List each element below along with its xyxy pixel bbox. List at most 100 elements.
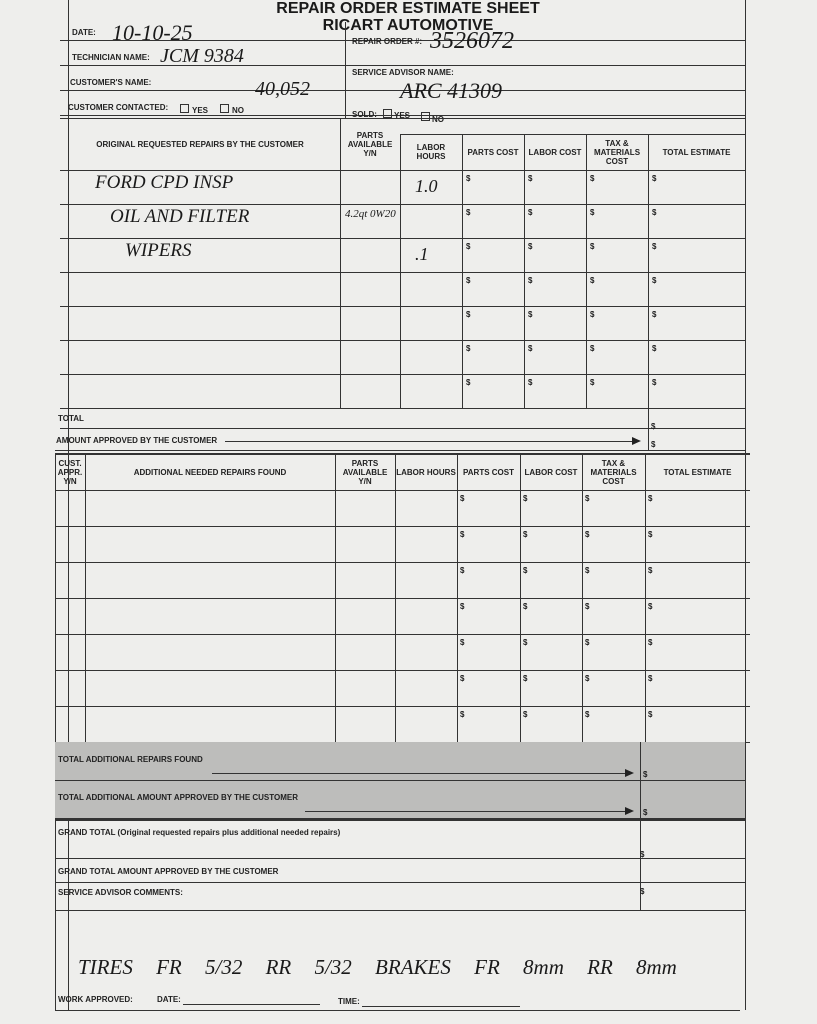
arrow-head bbox=[625, 769, 634, 777]
labor-hours: 1.0 bbox=[415, 176, 438, 196]
currency: $ bbox=[523, 710, 528, 719]
summary-label: TOTAL ADDITIONAL AMOUNT APPROVED BY THE … bbox=[58, 793, 299, 802]
form-title: REPAIR ORDER ESTIMATE SHEET bbox=[276, 0, 540, 17]
rule bbox=[183, 1004, 320, 1005]
no: NO bbox=[432, 115, 444, 124]
rule bbox=[400, 134, 401, 408]
rule bbox=[60, 272, 745, 273]
currency: $ bbox=[528, 208, 533, 217]
column-header: PARTS AVAILABLE Y/N bbox=[342, 458, 388, 486]
currency: $ bbox=[590, 310, 595, 319]
currency: $ bbox=[460, 530, 465, 539]
dollar: $ bbox=[640, 887, 645, 896]
summary-label: TOTAL ADDITIONAL REPAIRS FOUND bbox=[58, 755, 203, 764]
total-label: TOTAL bbox=[58, 414, 84, 423]
currency: $ bbox=[528, 310, 533, 319]
rule bbox=[60, 374, 745, 375]
column-header: ADDITIONAL NEEDED REPAIRS FOUND bbox=[133, 467, 287, 477]
currency: $ bbox=[590, 174, 595, 183]
rule bbox=[55, 598, 750, 599]
rule bbox=[60, 204, 745, 205]
currency: $ bbox=[523, 674, 528, 683]
rule bbox=[60, 340, 745, 341]
column-header: LABOR HOURS bbox=[396, 467, 456, 477]
checkbox bbox=[421, 112, 430, 121]
labor-hours: .1 bbox=[415, 244, 429, 264]
currency: $ bbox=[460, 674, 465, 683]
currency: $ bbox=[590, 276, 595, 285]
currency: $ bbox=[460, 602, 465, 611]
footer-label: TIME: bbox=[338, 997, 360, 1006]
comments: TIRES FR 5/32 RR 5/32 BRAKES FR 8mm RR 8… bbox=[78, 955, 677, 979]
currency: $ bbox=[460, 638, 465, 647]
currency: $ bbox=[528, 276, 533, 285]
column-header: TOTAL ESTIMATE bbox=[663, 467, 732, 477]
rule bbox=[582, 453, 583, 742]
rule bbox=[55, 450, 745, 451]
rule bbox=[212, 773, 625, 774]
rule bbox=[55, 670, 750, 671]
rule bbox=[520, 453, 521, 742]
advisor-label: SERVICE ADVISOR NAME: bbox=[352, 68, 454, 77]
rule bbox=[55, 453, 56, 1010]
currency: $ bbox=[652, 310, 657, 319]
rule bbox=[340, 118, 341, 408]
rule bbox=[55, 818, 745, 821]
column-header: TAX & MATERIALS COST bbox=[590, 458, 637, 486]
currency: $ bbox=[528, 378, 533, 387]
rule bbox=[60, 40, 745, 41]
checkbox bbox=[180, 104, 189, 113]
currency: $ bbox=[466, 344, 471, 353]
rule bbox=[395, 453, 396, 742]
repair-description: OIL AND FILTER bbox=[110, 206, 250, 227]
rule bbox=[225, 441, 632, 442]
technician-value: JCM 9384 bbox=[160, 45, 244, 67]
rule bbox=[60, 306, 745, 307]
dollar: $ bbox=[651, 440, 656, 449]
currency: $ bbox=[585, 674, 590, 683]
currency: $ bbox=[648, 602, 653, 611]
rule bbox=[345, 22, 346, 118]
currency: $ bbox=[585, 494, 590, 503]
rule bbox=[335, 453, 336, 742]
currency: $ bbox=[523, 566, 528, 575]
currency: $ bbox=[466, 174, 471, 183]
column-header: LABOR COST bbox=[528, 147, 582, 157]
yes: YES bbox=[394, 111, 411, 120]
yes: YES bbox=[192, 106, 209, 115]
currency: $ bbox=[523, 530, 528, 539]
sold-label: SOLD: bbox=[352, 110, 377, 119]
currency: $ bbox=[652, 344, 657, 353]
column-header: LABOR COST bbox=[524, 467, 578, 477]
rule bbox=[60, 238, 745, 239]
column-header: PARTS COST bbox=[463, 467, 514, 477]
rule bbox=[640, 742, 641, 910]
currency: $ bbox=[523, 638, 528, 647]
currency: $ bbox=[590, 242, 595, 251]
rule bbox=[60, 65, 745, 66]
currency: $ bbox=[648, 638, 653, 647]
currency: $ bbox=[523, 494, 528, 503]
column-header: LABOR HOURS bbox=[416, 143, 446, 161]
column-header: CUST. APPR. Y/N bbox=[57, 458, 83, 486]
currency: $ bbox=[652, 378, 657, 387]
currency: $ bbox=[528, 242, 533, 251]
arrow-head bbox=[632, 437, 641, 445]
customer-value: 40,052 bbox=[255, 78, 310, 100]
currency: $ bbox=[652, 242, 657, 251]
currency: $ bbox=[652, 276, 657, 285]
currency: $ bbox=[466, 310, 471, 319]
column-header: ORIGINAL REQUESTED REPAIRS BY THE CUSTOM… bbox=[96, 139, 304, 149]
rule bbox=[60, 90, 745, 91]
footer-label: DATE: bbox=[157, 995, 181, 1004]
repair-order-label: REPAIR ORDER #: bbox=[352, 37, 423, 46]
currency: $ bbox=[466, 242, 471, 251]
column-header: PARTS AVAILABLE Y/N bbox=[347, 130, 393, 158]
rule bbox=[85, 453, 86, 742]
rule bbox=[55, 706, 750, 707]
currency: $ bbox=[460, 566, 465, 575]
currency: $ bbox=[585, 710, 590, 719]
company-name: RICART AUTOMOTIVE bbox=[322, 17, 494, 34]
parts-available: 4.2qt 0W20 bbox=[345, 208, 396, 220]
